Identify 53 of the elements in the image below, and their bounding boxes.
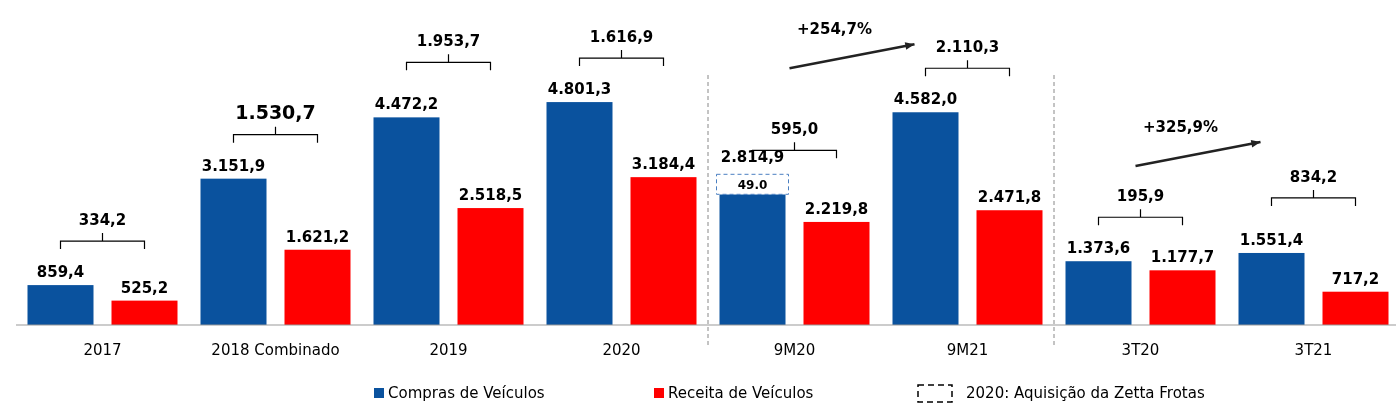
data-label: 859,4 xyxy=(36,263,85,282)
x-tick-label: 2020 xyxy=(602,341,641,359)
data-label: 2.471,8 xyxy=(977,188,1042,207)
x-tick-label: 2018 Combinado xyxy=(211,341,340,359)
text: 2020: Aquisição da Zetta Frotas xyxy=(966,384,1205,402)
data-label: 525,2 xyxy=(120,278,169,297)
annotation: 1.530,7 xyxy=(235,100,316,123)
bar xyxy=(630,177,697,325)
bar xyxy=(27,285,94,325)
bar xyxy=(892,112,959,325)
data-label: 4.801,3 xyxy=(547,80,612,99)
annotation: 1.953,7 xyxy=(416,32,481,51)
data-label: 2.814,9 xyxy=(720,148,785,167)
data-label: 1.177,7 xyxy=(1150,248,1215,267)
bar xyxy=(1238,252,1305,325)
bar xyxy=(803,221,870,325)
bar xyxy=(457,208,524,325)
annotation: +254,7% xyxy=(796,20,873,39)
bar xyxy=(976,210,1043,325)
annotation: 1.616,9 xyxy=(589,28,654,47)
annotation: 334,2 xyxy=(78,211,127,230)
data-label: 4.582,0 xyxy=(893,90,958,109)
bar xyxy=(111,300,178,325)
x-tick-label: 9M21 xyxy=(946,341,989,359)
bar xyxy=(1149,270,1216,325)
data-label: 2.518,5 xyxy=(458,186,523,205)
data-label: 3.184,4 xyxy=(631,155,696,174)
x-tick-label: 9M20 xyxy=(773,341,816,359)
bar xyxy=(373,117,440,325)
legend-label: Compras de Veículos xyxy=(388,384,545,402)
annotation: 834,2 xyxy=(1289,167,1338,186)
annotation: +325,9% xyxy=(1142,117,1219,136)
annotation: 195,9 xyxy=(1116,187,1165,206)
x-tick-label: 2017 xyxy=(83,341,122,359)
data-label: 4.472,2 xyxy=(374,95,439,114)
bar xyxy=(284,249,351,325)
data-label: 2.219,8 xyxy=(804,199,869,218)
annotation: 595,0 xyxy=(770,120,819,139)
bar xyxy=(546,102,613,325)
bar xyxy=(200,178,267,325)
annotation: 2.110,3 xyxy=(935,38,1000,57)
annotation: 49.0 xyxy=(737,178,768,193)
bar xyxy=(1322,291,1389,325)
data-label: 3.151,9 xyxy=(201,156,266,175)
x-tick-label: 2019 xyxy=(429,341,468,359)
data-label: 1.551,4 xyxy=(1239,230,1304,249)
data-label: 1.621,2 xyxy=(285,227,350,246)
data-label: 1.373,6 xyxy=(1066,239,1131,258)
data-label: 717,2 xyxy=(1331,269,1380,288)
x-tick-label: 3T20 xyxy=(1121,341,1160,359)
legend-label: Receita de Veículos xyxy=(668,384,814,402)
x-tick-label: 3T21 xyxy=(1294,341,1333,359)
bar xyxy=(1065,261,1132,325)
